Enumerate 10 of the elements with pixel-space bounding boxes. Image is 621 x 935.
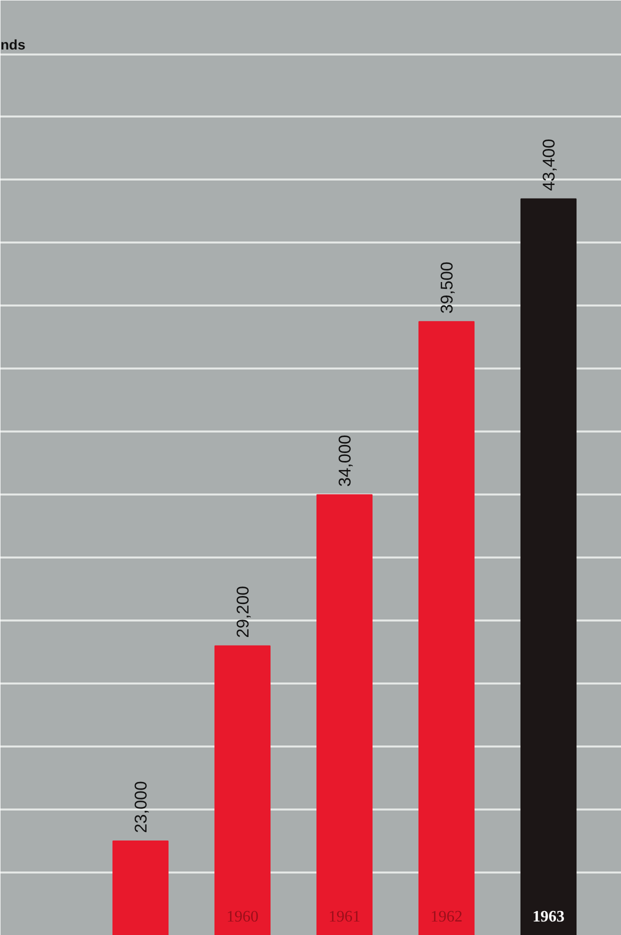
data-label: 39,500 [438, 262, 456, 314]
data-label: 43,400 [540, 138, 558, 191]
x-tick-label: 1963 [532, 908, 564, 926]
x-tick-label: 1962 [430, 908, 462, 926]
x-tick-label: 1961 [328, 908, 360, 926]
text: nds [0, 36, 26, 52]
x-tick-label: 1960 [226, 908, 258, 926]
data-label: 29,200 [234, 586, 252, 638]
data-label: 34,000 [336, 434, 354, 487]
data-label: 23,000 [132, 781, 150, 834]
